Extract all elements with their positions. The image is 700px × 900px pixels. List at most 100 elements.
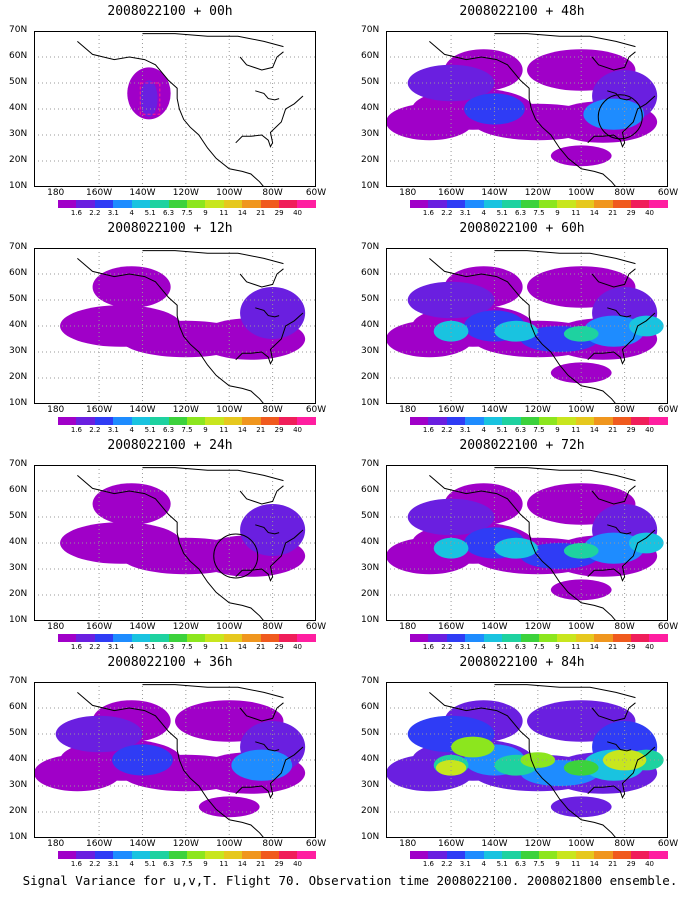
colorbar-swatch — [612, 851, 632, 859]
latitude-label: 60N — [9, 702, 28, 712]
colorbar-label: 7.5 — [181, 860, 193, 868]
colorbar-label: 11 — [571, 860, 581, 868]
colorbar-swatch — [150, 634, 169, 642]
colorbar-swatch — [631, 417, 650, 425]
colorbar-label: 2.2 — [89, 209, 101, 217]
longitude-label: 120W — [172, 622, 199, 632]
colorbar-swatch — [260, 417, 280, 425]
latitude-label: 40N — [361, 320, 380, 330]
longitude-label: 180 — [399, 188, 417, 198]
colorbar-swatch — [465, 417, 484, 425]
colorbar-swatch — [94, 200, 114, 208]
panel-title: 2008022100 + 60h — [459, 221, 585, 236]
colorbar — [410, 200, 668, 208]
colorbar-swatch — [168, 851, 187, 859]
colorbar-swatch — [428, 634, 447, 642]
latitude-label: 40N — [361, 537, 380, 547]
colorbar-labels: 1.6 2.2 3.1 4 5.1 6.3 7.5 9 11 14 21 29 40 — [58, 643, 316, 653]
latitude-label: 30N — [9, 129, 28, 139]
colorbar-label: 4 — [481, 426, 486, 434]
colorbar-label: 9 — [555, 209, 560, 217]
colorbar-swatch — [538, 417, 558, 425]
map-frame — [34, 248, 316, 404]
longitude-label: 140W — [129, 188, 156, 198]
longitude-label: 140W — [129, 405, 156, 415]
coastline — [429, 258, 617, 404]
colorbar-label: 2.2 — [441, 426, 453, 434]
latitude-label: 70N — [361, 459, 380, 469]
colorbar — [58, 851, 316, 859]
colorbar-label: 5.1 — [144, 643, 156, 651]
longitude-label: 100W — [568, 839, 595, 849]
coastline — [429, 475, 617, 621]
colorbar-swatch — [428, 200, 447, 208]
colorbar-swatch — [131, 634, 151, 642]
colorbar-label: 4 — [481, 209, 486, 217]
colorbar-swatch — [557, 200, 576, 208]
colorbar-label: 4 — [129, 643, 134, 651]
coastline — [77, 692, 265, 838]
latitude-label: 50N — [361, 294, 380, 304]
colorbar-label: 1.6 — [70, 209, 82, 217]
colorbar-swatch — [483, 634, 503, 642]
panel-title: 2008022100 + 84h — [459, 655, 585, 670]
latitude-label: 40N — [9, 320, 28, 330]
colorbar-swatch — [223, 634, 243, 642]
colorbar-label: 5.1 — [496, 426, 508, 434]
colorbar-label: 3.1 — [107, 209, 119, 217]
colorbar-label: 4 — [129, 426, 134, 434]
colorbar-swatch — [94, 417, 114, 425]
colorbar-label: 40 — [293, 209, 303, 217]
colorbar-labels: 1.6 2.2 3.1 4 5.1 6.3 7.5 9 11 14 21 29 40 — [410, 209, 668, 219]
latitude-label: 50N — [361, 77, 380, 87]
colorbar-swatch — [223, 417, 243, 425]
colorbar-swatch — [520, 417, 539, 425]
longitude-label: 120W — [524, 622, 551, 632]
latitude-label: 30N — [361, 563, 380, 573]
longitude-label: 180 — [47, 188, 65, 198]
colorbar-labels: 1.6 2.2 3.1 4 5.1 6.3 7.5 9 11 14 21 29 40 — [410, 860, 668, 870]
variance-map — [34, 465, 316, 621]
longitude-label: 140W — [481, 188, 508, 198]
colorbar-label: 29 — [626, 426, 636, 434]
latitude-label: 10N — [9, 398, 28, 408]
coastline — [77, 41, 265, 187]
latitude-label: 10N — [9, 181, 28, 191]
coastline — [239, 702, 284, 722]
latitude-label: 70N — [9, 459, 28, 469]
colorbar-label: 29 — [274, 643, 284, 651]
variance-patch — [34, 754, 121, 792]
colorbar-label: 3.1 — [107, 860, 119, 868]
colorbar — [410, 417, 668, 425]
colorbar-swatch — [94, 634, 114, 642]
variance-patch — [140, 80, 158, 117]
colorbar-swatch — [557, 634, 576, 642]
colorbar-swatch — [186, 851, 206, 859]
colorbar — [410, 851, 668, 859]
colorbar-swatch — [557, 851, 576, 859]
longitude-label: 180 — [399, 405, 417, 415]
latitude-label: 30N — [9, 563, 28, 573]
colorbar-swatch — [260, 634, 280, 642]
colorbar-swatch — [150, 417, 169, 425]
colorbar-swatch — [113, 200, 132, 208]
coastline — [591, 702, 636, 722]
latitude-label: 50N — [9, 294, 28, 304]
colorbar-swatch — [410, 634, 429, 642]
colorbar-swatch — [279, 851, 298, 859]
latitude-label: 40N — [9, 754, 28, 764]
colorbar-labels: 1.6 2.2 3.1 4 5.1 6.3 7.5 9 11 14 21 29 40 — [410, 643, 668, 653]
longitude-label: 120W — [172, 405, 199, 415]
colorbar-swatch — [428, 417, 447, 425]
colorbar-label: 29 — [274, 209, 284, 217]
colorbar-swatch — [465, 200, 484, 208]
longitude-label: 160W — [86, 188, 113, 198]
colorbar-label: 11 — [219, 643, 229, 651]
colorbar-swatch — [242, 851, 261, 859]
colorbar-label: 4 — [481, 860, 486, 868]
colorbar-swatch — [242, 417, 261, 425]
longitude-label: 60W — [657, 622, 679, 632]
longitude-label: 60W — [657, 188, 679, 198]
coastline — [235, 746, 304, 799]
coastline — [494, 250, 636, 265]
